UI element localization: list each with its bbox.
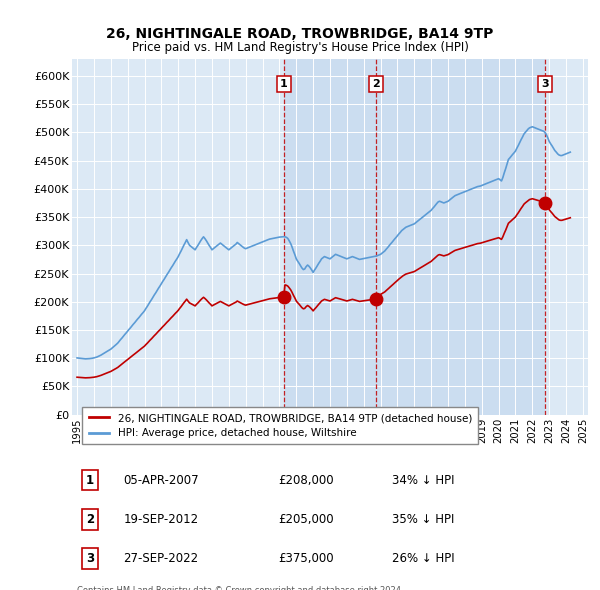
Text: Contains HM Land Registry data © Crown copyright and database right 2024.: Contains HM Land Registry data © Crown c… [77, 586, 404, 590]
Text: 27-SEP-2022: 27-SEP-2022 [124, 552, 199, 565]
Text: 26% ↓ HPI: 26% ↓ HPI [392, 552, 455, 565]
Text: £205,000: £205,000 [278, 513, 334, 526]
Text: 34% ↓ HPI: 34% ↓ HPI [392, 474, 454, 487]
Text: 3: 3 [86, 552, 94, 565]
Text: 2: 2 [373, 79, 380, 89]
Text: 2: 2 [86, 513, 94, 526]
Text: £375,000: £375,000 [278, 552, 334, 565]
Legend: 26, NIGHTINGALE ROAD, TROWBRIDGE, BA14 9TP (detached house), HPI: Average price,: 26, NIGHTINGALE ROAD, TROWBRIDGE, BA14 9… [82, 407, 478, 444]
Text: 1: 1 [280, 79, 287, 89]
Text: £208,000: £208,000 [278, 474, 334, 487]
Text: 1: 1 [86, 474, 94, 487]
Text: 05-APR-2007: 05-APR-2007 [124, 474, 199, 487]
Bar [284, 59, 545, 415]
Text: 35% ↓ HPI: 35% ↓ HPI [392, 513, 454, 526]
Text: Price paid vs. HM Land Registry's House Price Index (HPI): Price paid vs. HM Land Registry's House … [131, 41, 469, 54]
Text: 3: 3 [541, 79, 549, 89]
Text: 19-SEP-2012: 19-SEP-2012 [124, 513, 199, 526]
Text: 26, NIGHTINGALE ROAD, TROWBRIDGE, BA14 9TP: 26, NIGHTINGALE ROAD, TROWBRIDGE, BA14 9… [106, 27, 494, 41]
